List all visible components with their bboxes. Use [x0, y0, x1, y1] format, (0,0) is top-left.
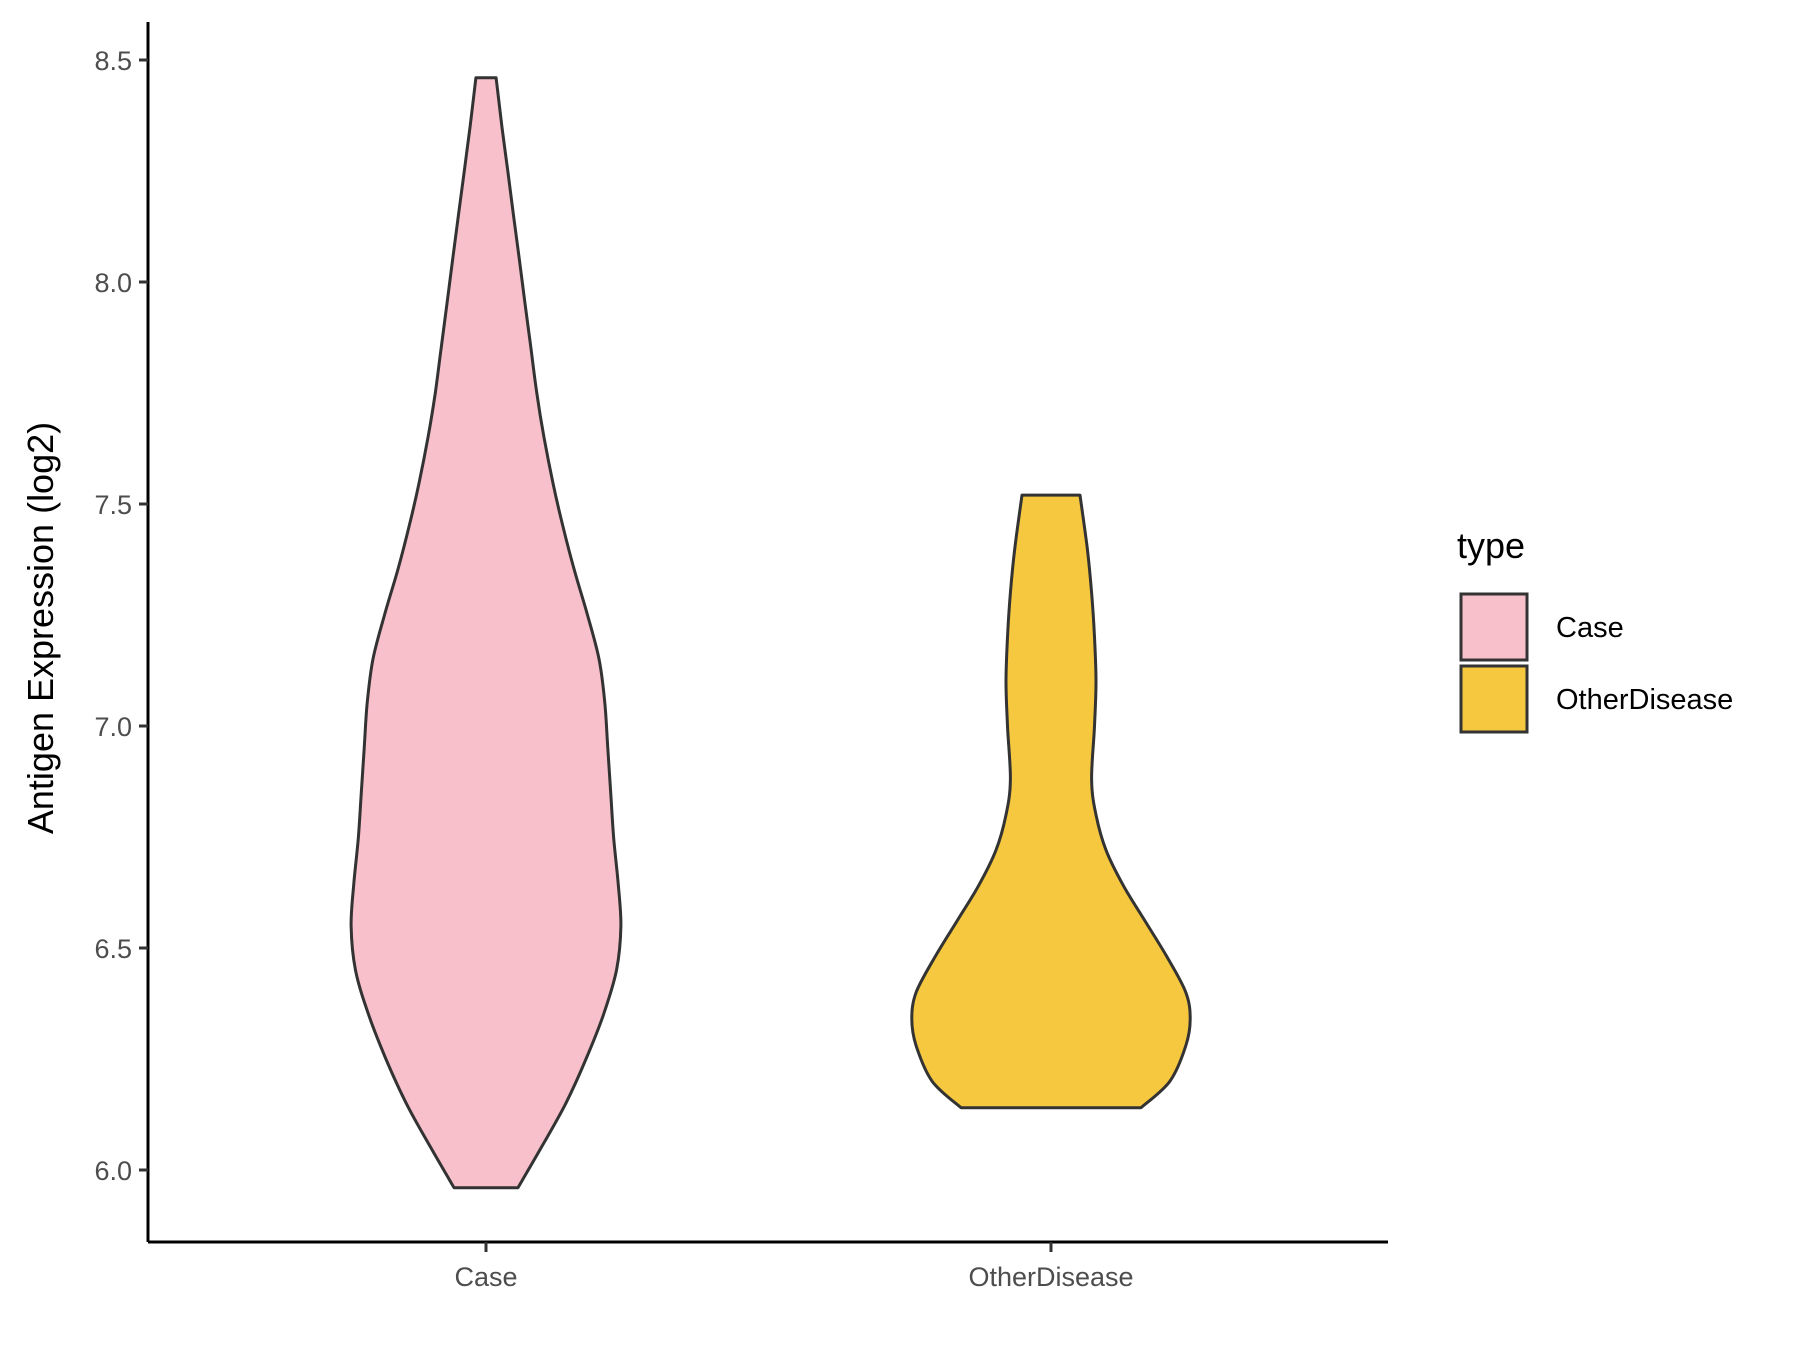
violin-case — [349, 76, 623, 1190]
legend-swatch-otherdisease — [1459, 664, 1529, 734]
legend-items: Case OtherDisease — [1459, 592, 1733, 734]
x-tick-label: OtherDisease — [968, 1262, 1133, 1292]
x-ticks-group: Case OtherDisease — [454, 1242, 1134, 1292]
y-tick-label: 8.5 — [94, 46, 132, 76]
violin-otherdisease — [910, 493, 1192, 1110]
y-axis-title: Antigen Expression (log2) — [20, 422, 61, 834]
x-tick-label: Case — [454, 1262, 517, 1292]
axes-group — [146, 22, 1388, 1244]
y-ticks-group: 6.0 6.5 7.0 7.5 8.0 8.5 — [94, 46, 148, 1186]
y-tick-label: 7.5 — [94, 490, 132, 520]
y-tick-label: 7.0 — [94, 712, 132, 742]
y-tick-label: 6.0 — [94, 1156, 132, 1186]
legend-title: type — [1457, 525, 1525, 566]
y-tick-label: 6.5 — [94, 934, 132, 964]
legend: type Case OtherDisease — [1457, 525, 1733, 734]
y-tick-label: 8.0 — [94, 268, 132, 298]
legend-label-otherdisease: OtherDisease — [1556, 684, 1733, 716]
legend-swatch-case — [1459, 592, 1529, 662]
legend-label-case: Case — [1556, 612, 1624, 644]
violins-group — [349, 76, 1192, 1190]
